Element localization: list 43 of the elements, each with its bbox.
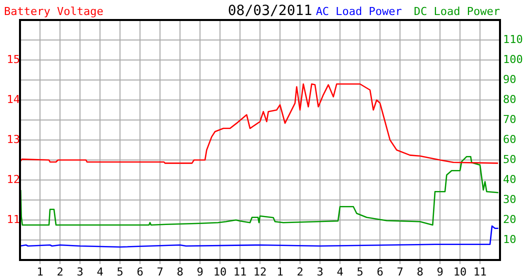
y-tick-label: 15	[6, 52, 20, 66]
y2-tick-label: 30	[503, 192, 516, 206]
text: Battery Voltage	[4, 5, 104, 18]
x-tick-label: 10	[453, 265, 467, 278]
x-tick-label: 12	[253, 265, 267, 278]
x-tick-label: 2	[56, 265, 64, 278]
x-tick-label: 11	[473, 265, 487, 278]
x-tick-label: 8	[416, 265, 424, 278]
x-tick-label: 6	[136, 265, 144, 278]
y2-tick-label: 90	[503, 72, 516, 86]
y2-tick-label: 110	[503, 32, 523, 46]
x-tick-label: 2	[296, 265, 304, 278]
y-tick-label: 13	[6, 132, 20, 146]
y2-tick-label: 10	[503, 232, 516, 246]
x-tick-label: 1	[36, 265, 44, 278]
x-tick-label: 5	[356, 265, 364, 278]
text: DC Load Power	[414, 5, 500, 18]
x-tick-label: 7	[396, 265, 404, 278]
y2-tick-label: 70	[503, 112, 516, 126]
x-tick-label: 3	[76, 265, 84, 278]
x-tick-label: 9	[196, 265, 204, 278]
x-tick-label: 9	[436, 265, 444, 278]
y-tick-label: 11	[6, 212, 20, 226]
x-tick-label: 6	[376, 265, 384, 278]
text: AC Load Power	[316, 5, 402, 18]
y2-tick-label: 20	[503, 212, 516, 226]
x-tick-label: 4	[336, 265, 344, 278]
x-tick-label: 11	[233, 265, 247, 278]
y-tick-label: 12	[6, 172, 20, 186]
x-tick-label: 7	[156, 265, 164, 278]
y2-tick-label: 80	[503, 92, 516, 106]
chart-title: 08/03/2011	[228, 3, 312, 19]
y2-tick-label: 50	[503, 152, 516, 166]
y2-tick-label: 60	[503, 132, 516, 146]
x-tick-label: 10	[213, 265, 227, 278]
x-tick-label: 3	[316, 265, 324, 278]
y2-tick-label: 100	[503, 52, 523, 66]
y2-tick-label: 40	[503, 172, 516, 186]
x-tick-label: 1	[276, 265, 284, 278]
y-tick-label: 14	[6, 92, 20, 106]
x-tick-label: 8	[176, 265, 184, 278]
x-tick-label: 5	[116, 265, 124, 278]
x-tick-label: 4	[96, 265, 104, 278]
